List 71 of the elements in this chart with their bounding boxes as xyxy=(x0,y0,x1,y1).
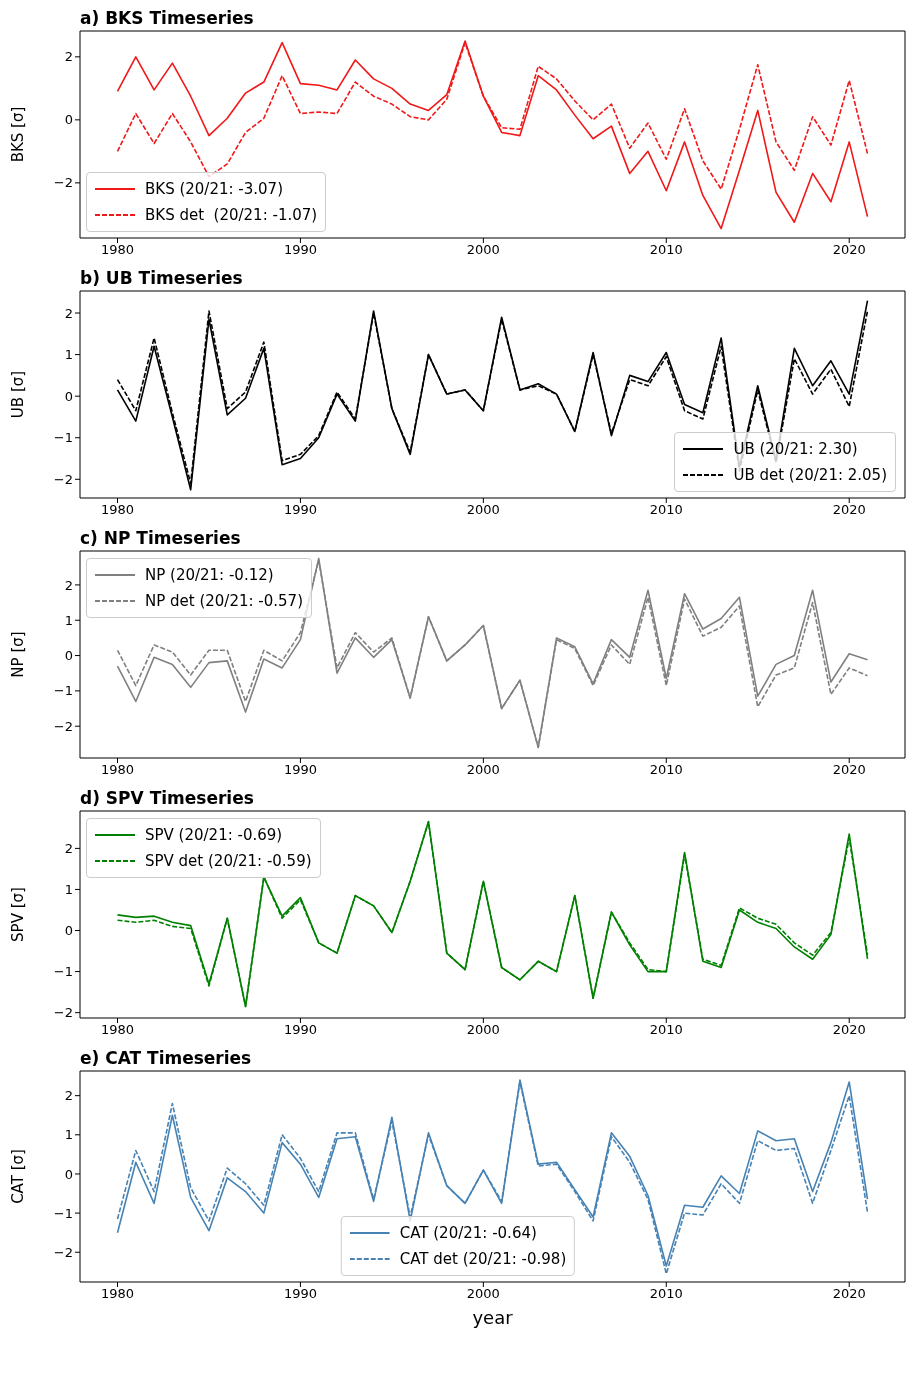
y-tick-label: −1 xyxy=(53,430,73,446)
legend-label: NP det (20/21: -0.57) xyxy=(145,592,303,610)
line-series xyxy=(116,40,869,230)
y-tick-label: 1 xyxy=(64,347,73,363)
x-tick-label: 2010 xyxy=(649,1286,683,1302)
x-tick-label: 2000 xyxy=(466,762,500,778)
x-tick-label: 2000 xyxy=(466,1286,500,1302)
x-tick-label: 1980 xyxy=(100,502,135,518)
legend-label: UB (20/21: 2.30) xyxy=(733,440,858,458)
x-tick-label: 2010 xyxy=(649,762,683,778)
x-tick-label: 2020 xyxy=(832,1286,866,1302)
x-tick-label: 2020 xyxy=(832,762,866,778)
x-tick-label: 1990 xyxy=(283,1286,317,1302)
x-tick-label: 1980 xyxy=(100,1286,135,1302)
y-tick-label: −2 xyxy=(53,718,73,734)
x-tick-label: 2000 xyxy=(466,1022,500,1038)
legend-label: CAT (20/21: -0.64) xyxy=(399,1224,537,1242)
y-axis-title: CAT [σ] xyxy=(9,1149,28,1204)
y-tick-label: −1 xyxy=(53,964,73,980)
x-tick-label: 2020 xyxy=(832,502,866,518)
y-tick-label: 2 xyxy=(64,305,73,321)
y-tick-label: −1 xyxy=(53,1205,73,1221)
x-tick-label: 1990 xyxy=(283,1022,317,1038)
chart-title: c) NP Timeseries xyxy=(79,528,242,548)
x-tick-label: 2000 xyxy=(466,242,500,258)
x-tick-label: 2020 xyxy=(832,1022,866,1038)
y-axis-title: BKS [σ] xyxy=(9,106,28,163)
y-tick-label: 0 xyxy=(64,923,73,939)
y-axis-title: NP [σ] xyxy=(9,631,28,678)
x-tick-label: 1990 xyxy=(283,242,317,258)
y-tick-label: 1 xyxy=(64,1127,73,1143)
y-tick-label: −2 xyxy=(53,471,73,487)
x-tick-label: 1990 xyxy=(283,762,317,778)
y-tick-label: 2 xyxy=(64,840,73,856)
x-tick-label: 1980 xyxy=(100,762,135,778)
y-axis-title: SPV [σ] xyxy=(9,887,28,942)
legend-label: BKS det (20/21: -1.07) xyxy=(145,206,318,224)
x-tick-label: 2010 xyxy=(649,502,683,518)
x-tick-label: 2020 xyxy=(832,242,866,258)
y-tick-label: 0 xyxy=(64,1166,73,1182)
chart-title: e) CAT Timeseries xyxy=(79,1048,253,1068)
y-tick-label: −2 xyxy=(53,175,73,191)
chart-title: b) UB Timeseries xyxy=(79,268,244,288)
legend-label: UB det (20/21: 2.05) xyxy=(733,466,887,484)
chart-title: a) BKS Timeseries xyxy=(79,8,255,28)
x-tick-label: 2000 xyxy=(466,502,500,518)
y-tick-label: −1 xyxy=(53,683,73,699)
y-tick-label: 0 xyxy=(64,112,73,128)
x-tick-label: 1980 xyxy=(100,1022,135,1038)
y-axis-title: UB [σ] xyxy=(9,370,28,419)
x-tick-label: 1980 xyxy=(100,242,135,258)
chart-title: d) SPV Timeseries xyxy=(79,788,255,808)
x-tick-label: 2010 xyxy=(649,1022,683,1038)
y-tick-label: 0 xyxy=(64,648,73,664)
y-tick-label: 2 xyxy=(64,49,73,65)
y-tick-label: 1 xyxy=(64,612,73,628)
legend-label: BKS (20/21: -3.07) xyxy=(145,180,283,198)
y-tick-label: 0 xyxy=(64,388,73,404)
line-series xyxy=(116,820,869,1008)
x-axis-title: year xyxy=(472,1307,514,1328)
legend-label: NP (20/21: -0.12) xyxy=(145,566,274,584)
y-tick-label: −2 xyxy=(53,1244,73,1260)
y-tick-label: 2 xyxy=(64,1088,73,1104)
x-tick-label: 1990 xyxy=(283,502,317,518)
y-tick-label: 2 xyxy=(64,577,73,593)
x-tick-label: 2010 xyxy=(649,242,683,258)
legend-label: SPV det (20/21: -0.59) xyxy=(145,852,312,870)
legend-label: SPV (20/21: -0.69) xyxy=(145,826,283,844)
y-tick-label: 1 xyxy=(64,882,73,898)
y-tick-label: −2 xyxy=(53,1005,73,1021)
legend-label: CAT det (20/21: -0.98) xyxy=(399,1250,567,1268)
